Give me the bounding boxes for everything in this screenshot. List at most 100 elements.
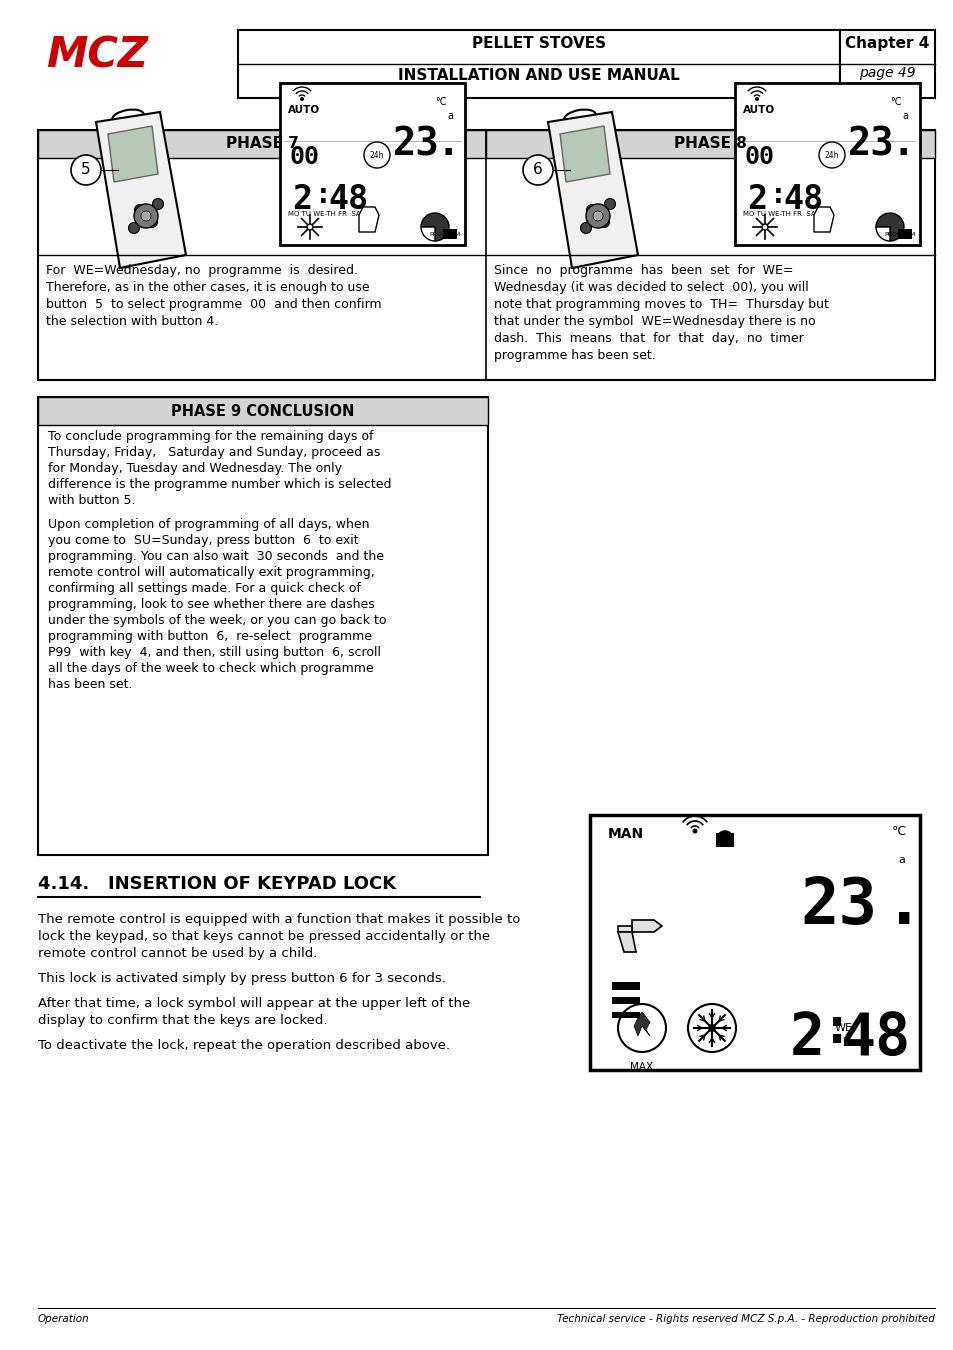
Text: page 49: page 49 [859,66,915,80]
Bar [280,82,464,244]
Text: has been set.: has been set. [48,678,132,691]
Text: After that time, a lock symbol will appear at the upper left of the: After that time, a lock symbol will appe… [38,998,470,1010]
Wedge shape [420,213,449,242]
Bar [38,397,488,425]
Text: 23: 23 [847,126,894,163]
Wedge shape [875,213,903,242]
Bar [38,130,486,158]
Text: PELLET STOVES: PELLET STOVES [472,36,605,51]
Circle shape [761,224,767,230]
Text: difference is the programme number which is selected: difference is the programme number which… [48,478,391,491]
Bar [442,230,456,239]
Text: INSTALLATION AND USE MANUAL: INSTALLATION AND USE MANUAL [397,68,679,82]
Text: 48: 48 [840,1010,909,1066]
Text: 48: 48 [782,184,822,216]
Circle shape [152,198,163,209]
Text: °C: °C [435,97,446,107]
Text: remote control will automatically exit programming,: remote control will automatically exit p… [48,566,375,579]
Circle shape [141,211,151,221]
Polygon shape [96,112,186,269]
Bar [612,1012,639,1018]
Circle shape [598,216,609,228]
Text: PHASE 8: PHASE 8 [674,136,746,151]
Circle shape [585,204,609,228]
Text: P99  with key  4, and then, still using button  6, scroll: P99 with key 4, and then, still using bu… [48,647,380,659]
Text: To conclude programming for the remaining days of: To conclude programming for the remainin… [48,431,374,443]
Text: all the days of the week to check which programme: all the days of the week to check which … [48,662,374,675]
Circle shape [364,142,390,167]
Text: dash.  This  means  that  for  that  day,  no  timer: dash. This means that for that day, no t… [494,332,803,346]
Text: PHASE 9 CONCLUSION: PHASE 9 CONCLUSION [172,404,355,418]
Text: °C: °C [891,825,906,838]
Polygon shape [108,126,158,182]
Text: Upon completion of programming of all days, when: Upon completion of programming of all da… [48,518,369,531]
Text: :: : [821,1004,851,1053]
Polygon shape [358,207,378,232]
Text: .: . [436,126,460,163]
Text: button  5  to select programme  00  and then confirm: button 5 to select programme 00 and then… [46,298,381,311]
Text: WE: WE [834,1023,852,1033]
Circle shape [71,155,101,185]
Text: for Monday, Tuesday and Wednesday. The only: for Monday, Tuesday and Wednesday. The o… [48,462,341,475]
Text: The remote control is equipped with a function that makes it possible to: The remote control is equipped with a fu… [38,913,519,926]
Polygon shape [631,919,661,931]
Text: 2: 2 [292,184,312,216]
Circle shape [586,204,597,216]
Text: 6: 6 [533,162,542,177]
Bar [38,397,488,855]
Text: programme has been set.: programme has been set. [494,350,656,362]
Text: 00: 00 [744,144,774,169]
Polygon shape [634,1012,649,1035]
Text: 23: 23 [393,126,439,163]
Text: MAN: MAN [607,828,643,841]
Text: note that programming moves to  TH=  Thursday but: note that programming moves to TH= Thurs… [494,298,828,311]
Text: MCZ: MCZ [46,35,148,77]
Polygon shape [618,931,636,952]
Bar [734,82,919,244]
Text: programming. You can also wait  30 seconds  and the: programming. You can also wait 30 second… [48,549,384,563]
Bar [897,230,911,239]
Text: PROGRAM: PROGRAM [429,232,460,238]
Text: Wednesday (it was decided to select  00), you will: Wednesday (it was decided to select 00),… [494,281,808,294]
Wedge shape [875,227,889,242]
Text: 23: 23 [800,875,876,937]
Bar [716,833,733,846]
Circle shape [707,1025,716,1031]
Bar [38,130,934,379]
Polygon shape [547,112,638,269]
Text: PHASE 7: PHASE 7 [226,136,298,151]
Bar [237,30,840,99]
Circle shape [618,1004,665,1052]
Circle shape [687,1004,735,1052]
Text: MAX: MAX [630,1062,653,1072]
Circle shape [522,155,553,185]
Text: programming with button  6,  re-select  programme: programming with button 6, re-select pro… [48,630,372,643]
Circle shape [134,204,146,216]
Text: a: a [901,111,907,122]
Bar [589,815,919,1071]
Text: 00: 00 [290,144,319,169]
Text: 24h: 24h [370,150,384,159]
Text: For  WE=Wednesday, no  programme  is  desired.: For WE=Wednesday, no programme is desire… [46,265,357,277]
Text: a: a [897,855,904,865]
Text: MO TU WE-TH FR  SA SU: MO TU WE-TH FR SA SU [288,211,372,217]
Polygon shape [618,926,631,931]
Text: AUTO: AUTO [742,105,774,115]
Bar [840,30,934,99]
Circle shape [692,829,697,833]
Text: :: : [314,181,332,209]
Bar [38,30,237,99]
Text: the selection with button 4.: the selection with button 4. [46,315,218,328]
Circle shape [754,97,759,101]
Text: To deactivate the lock, repeat the operation described above.: To deactivate the lock, repeat the opera… [38,1040,450,1052]
Text: Therefore, as in the other cases, it is enough to use: Therefore, as in the other cases, it is … [46,281,369,294]
Circle shape [129,223,139,234]
Text: MO TU WE-TH FR  SA SU: MO TU WE-TH FR SA SU [742,211,826,217]
Text: with button 5.: with button 5. [48,494,135,508]
Wedge shape [420,227,435,242]
Bar [612,981,639,990]
Polygon shape [813,207,833,232]
Text: 4.14.   INSERTION OF KEYPAD LOCK: 4.14. INSERTION OF KEYPAD LOCK [38,875,395,892]
Text: Thursday, Friday,   Saturday and Sunday, proceed as: Thursday, Friday, Saturday and Sunday, p… [48,446,380,459]
Text: programming, look to see whether there are dashes: programming, look to see whether there a… [48,598,375,612]
